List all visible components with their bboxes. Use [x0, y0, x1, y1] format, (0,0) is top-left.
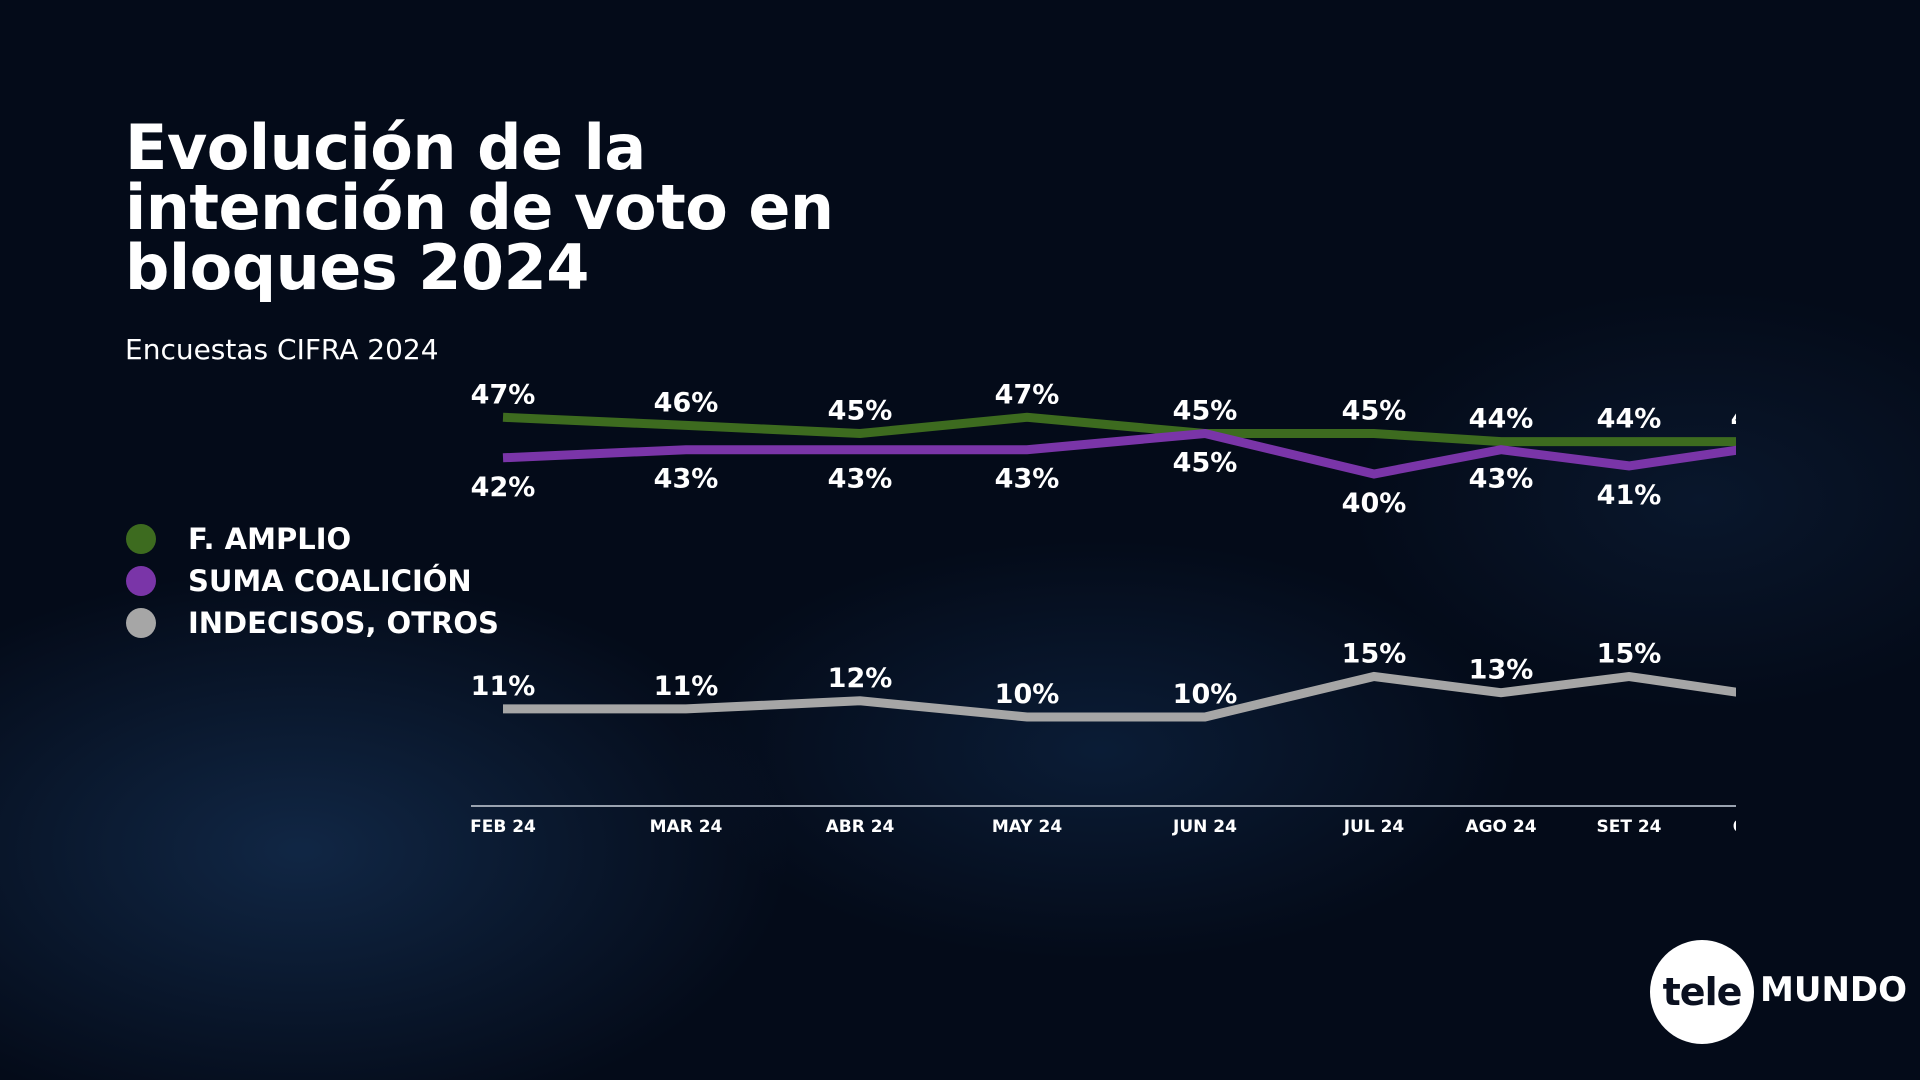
x-tick-label: FEB 24: [470, 817, 536, 837]
series-line-1: [502, 428, 1736, 479]
x-tick-label: JUL 24: [1343, 817, 1405, 837]
data-label: 43%: [828, 464, 893, 495]
data-label: 4: [1731, 404, 1750, 435]
data-label: 11%: [654, 671, 719, 702]
x-tick-label: AGO 24: [1465, 817, 1536, 837]
legend-item-f-amplio: F. AMPLIO: [126, 518, 499, 560]
data-label: 46%: [654, 387, 719, 418]
data-label: 45%: [1342, 396, 1407, 427]
data-label: 45%: [1173, 448, 1238, 479]
x-tick-label: MAR 24: [650, 817, 723, 837]
data-label: 45%: [1173, 396, 1238, 427]
logo-word: MUNDO: [1760, 970, 1908, 1010]
data-label: 44%: [1469, 404, 1534, 435]
data-label: 43%: [995, 464, 1060, 495]
data-label: 40%: [1342, 488, 1407, 519]
series-line-2: [503, 671, 1736, 722]
legend-item-suma-coalicion: SUMA COALICIÓN: [126, 560, 499, 602]
data-label: 10%: [1173, 679, 1238, 710]
x-tick-label: SET 24: [1596, 817, 1661, 837]
legend: F. AMPLIO SUMA COALICIÓN INDECISOS, OTRO…: [126, 518, 499, 644]
x-tick-label: JUN 24: [1172, 817, 1237, 837]
legend-dot-icon: [126, 566, 156, 596]
data-label: 47%: [995, 379, 1060, 410]
data-label: 15%: [1342, 639, 1407, 670]
data-label: 15%: [1597, 639, 1662, 670]
data-label: 47%: [471, 379, 536, 410]
data-label: 12%: [828, 663, 893, 694]
data-label: 45%: [828, 396, 893, 427]
data-label: 44%: [1597, 404, 1662, 435]
legend-dot-icon: [126, 608, 156, 638]
x-tick-label: MAY 24: [992, 817, 1063, 837]
logo-circle: tele: [1650, 940, 1754, 1044]
legend-item-indecisos: INDECISOS, OTROS: [126, 602, 499, 644]
page-title: Evolución de la intención de voto en blo…: [125, 111, 834, 304]
legend-label: INDECISOS, OTROS: [188, 606, 499, 640]
data-label: 41%: [1597, 480, 1662, 511]
data-label: 43%: [654, 464, 719, 495]
x-tick-label: ABR 24: [826, 817, 895, 837]
data-label: 43%: [1469, 464, 1534, 495]
legend-label: SUMA COALICIÓN: [188, 564, 472, 598]
legend-dot-icon: [126, 524, 156, 554]
data-label: 42%: [471, 472, 536, 503]
subtitle: Encuestas CIFRA 2024: [125, 333, 439, 366]
data-label: 13%: [1469, 655, 1534, 686]
x-tick-label: O: [1733, 817, 1747, 837]
data-label: 11%: [471, 671, 536, 702]
data-label: 10%: [995, 679, 1060, 710]
legend-label: F. AMPLIO: [188, 522, 352, 556]
